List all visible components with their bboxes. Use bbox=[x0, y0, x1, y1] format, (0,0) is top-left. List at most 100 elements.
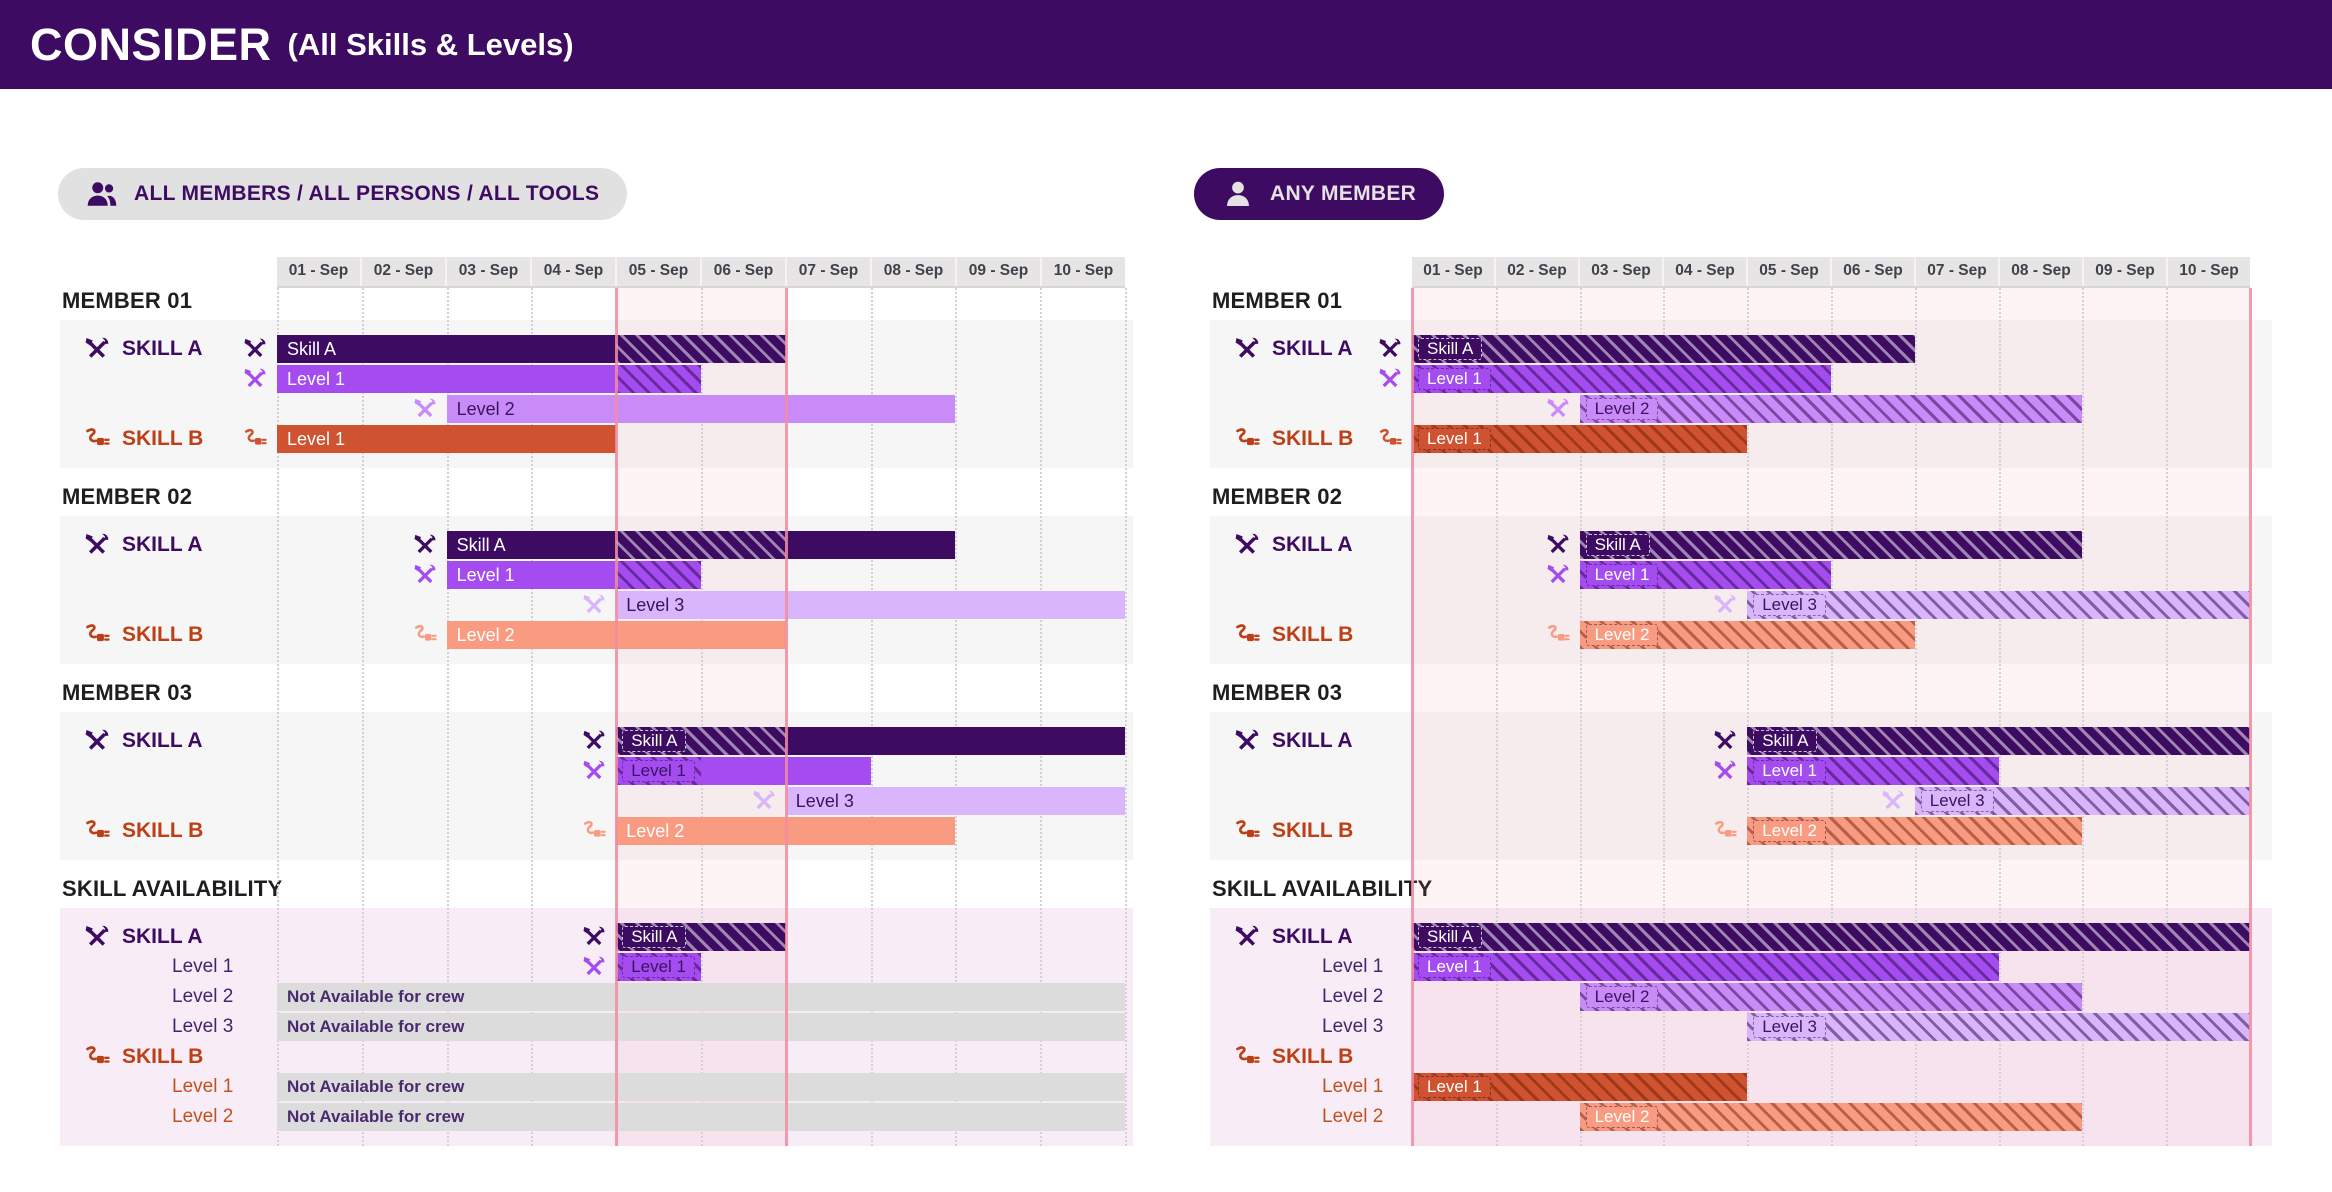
bar-label: Skill A bbox=[622, 730, 687, 752]
crossed-tools-icon bbox=[1378, 337, 1402, 361]
gantt-row: SKILL A Skill A bbox=[60, 530, 1133, 560]
plug-icon bbox=[1234, 426, 1260, 452]
gantt-bar[interactable]: Skill A bbox=[616, 923, 786, 951]
level-label: Level 1 bbox=[172, 956, 234, 977]
level-label: Level 3 bbox=[1322, 1016, 1384, 1037]
gantt-bar[interactable]: Level 1 bbox=[1412, 365, 1831, 393]
gantt-bar[interactable]: Level 3 bbox=[616, 591, 1125, 619]
highlight-line bbox=[1411, 288, 1414, 1146]
crossed-tools-icon bbox=[413, 563, 437, 587]
filter-all-members-button[interactable]: ALL MEMBERS / ALL PERSONS / ALL TOOLS bbox=[58, 168, 628, 220]
gantt-bar[interactable]: Skill A bbox=[446, 531, 956, 559]
crossed-tools-icon bbox=[582, 593, 606, 617]
day-header-cell: 02 - Sep bbox=[1494, 257, 1578, 286]
gantt-bar[interactable]: Level 1 bbox=[1747, 757, 1999, 785]
gantt-bar[interactable]: Level 2 bbox=[1579, 621, 1915, 649]
gantt-bar[interactable]: Skill A bbox=[1412, 923, 2250, 951]
gantt-row: SKILL A Skill A bbox=[60, 334, 1133, 364]
gantt-row: Level 1 Not Available for crew bbox=[60, 1072, 1133, 1102]
gantt-bar[interactable]: Level 2 bbox=[1747, 817, 2083, 845]
gantt-row: SKILL B bbox=[1210, 1042, 2272, 1072]
gantt-bar[interactable]: Skill A bbox=[616, 727, 1125, 755]
gantt-bar[interactable]: Level 2 bbox=[1579, 983, 2083, 1011]
section-title: MEMBER 02 bbox=[62, 484, 193, 509]
day-gridline bbox=[1998, 288, 2001, 1146]
gantt-bar[interactable]: Level 1 bbox=[1579, 561, 1831, 589]
page-subtitle: (All Skills & Levels) bbox=[287, 26, 574, 62]
gantt-bar[interactable]: Skill A bbox=[1579, 531, 2083, 559]
day-gridline bbox=[1914, 288, 1917, 1146]
gantt-bar[interactable]: Level 3 bbox=[1747, 1013, 2250, 1041]
skill-group-label: SKILL A bbox=[122, 925, 203, 948]
bar-label: Level 1 bbox=[287, 369, 346, 389]
gantt-row: Level 1 Level 1 bbox=[1210, 952, 2272, 982]
gantt-bar[interactable]: Level 2 bbox=[446, 395, 956, 423]
bar-label: Skill A bbox=[1418, 338, 1483, 360]
gantt-bar[interactable]: Level 3 bbox=[1914, 787, 2250, 815]
gantt-bar[interactable]: Level 1 bbox=[1412, 1073, 1748, 1101]
crossed-tools-icon bbox=[1546, 563, 1570, 587]
crossed-tools-icon bbox=[582, 759, 606, 783]
gantt-bar[interactable]: Level 1 bbox=[277, 365, 701, 393]
bar-label: Level 3 bbox=[1920, 790, 1994, 812]
gantt-bar[interactable]: Not Available for crew bbox=[277, 1103, 1125, 1131]
gantt-bar[interactable]: Level 1 bbox=[616, 757, 871, 785]
skill-group-label: SKILL B bbox=[1272, 427, 1354, 450]
gantt-bar[interactable]: Skill A bbox=[277, 335, 786, 363]
highlight-line bbox=[615, 288, 619, 1146]
gantt-row: Level 3 bbox=[60, 590, 1133, 620]
crossed-tools-icon bbox=[1234, 924, 1260, 950]
gantt-row: Level 3 bbox=[1210, 590, 2272, 620]
gantt-bar[interactable]: Not Available for crew bbox=[277, 983, 1125, 1011]
gantt-row: SKILL A Skill A bbox=[1210, 334, 2272, 364]
crossed-tools-icon bbox=[413, 533, 437, 557]
section-member: SKILL A Skill A Level 1 Level 3 SKILL B Level… bbox=[1210, 516, 2272, 664]
bar-label: Skill A bbox=[622, 926, 687, 948]
gantt-row: SKILL A Skill A bbox=[1210, 726, 2272, 756]
bar-label: Level 1 bbox=[1418, 956, 1491, 978]
gantt-panel-right: 01 - Sep 02 - Sep 03 - Sep 04 - Sep 05 - Sep… bbox=[1210, 257, 2272, 1146]
section-member: SKILL A Skill A Level 1 Level 2 SKILL B Level… bbox=[60, 320, 1133, 468]
gantt-bar[interactable]: Level 1 bbox=[446, 561, 701, 589]
skill-group-label: SKILL B bbox=[1272, 623, 1354, 646]
day-gridline bbox=[1579, 288, 1582, 1146]
crossed-tools-icon bbox=[413, 397, 437, 421]
crossed-tools-icon bbox=[582, 925, 606, 949]
section-member: SKILL A Skill A Level 1 Level 3 SKILL B Level… bbox=[1210, 712, 2272, 860]
gantt-bar[interactable]: Skill A bbox=[1747, 727, 2250, 755]
person-icon bbox=[1222, 178, 1254, 210]
gantt-bar[interactable]: Level 3 bbox=[785, 787, 1125, 815]
bar-label: Level 2 bbox=[1585, 624, 1659, 646]
gantt-bar[interactable]: Level 2 bbox=[1579, 395, 2083, 423]
gantt-bar[interactable]: Skill A bbox=[1412, 335, 1915, 363]
skill-group-label: SKILL B bbox=[1272, 819, 1354, 842]
gantt-bar[interactable]: Level 1 bbox=[616, 953, 701, 981]
filter-all-members-label: ALL MEMBERS / ALL PERSONS / ALL TOOLS bbox=[134, 182, 600, 205]
gantt-bar[interactable]: Not Available for crew bbox=[277, 1013, 1125, 1041]
gantt-bar[interactable]: Level 1 bbox=[1412, 425, 1748, 453]
crossed-tools-icon bbox=[1546, 533, 1570, 557]
gantt-bar[interactable]: Level 1 bbox=[277, 425, 617, 453]
hatch-pattern bbox=[616, 365, 701, 393]
skill-group-label: SKILL B bbox=[122, 819, 204, 842]
day-header-cell: 09 - Sep bbox=[955, 257, 1040, 286]
hatch-pattern bbox=[1747, 591, 2250, 619]
level-label: Level 2 bbox=[172, 1106, 234, 1127]
gantt-bar[interactable]: Not Available for crew bbox=[277, 1073, 1125, 1101]
section-title: SKILL AVAILABILITY bbox=[1212, 876, 1433, 901]
bar-label: Level 2 bbox=[456, 625, 515, 645]
level-label: Level 3 bbox=[172, 1016, 234, 1037]
filter-any-member-button[interactable]: ANY MEMBER bbox=[1194, 168, 1445, 220]
day-gridline bbox=[277, 288, 279, 1146]
gantt-bar[interactable]: Level 3 bbox=[1747, 591, 2250, 619]
gantt-bar[interactable]: Level 2 bbox=[1579, 1103, 2083, 1131]
bar-label: Skill A bbox=[1753, 730, 1818, 752]
plug-icon bbox=[1234, 818, 1260, 844]
crossed-tools-icon bbox=[1234, 532, 1260, 558]
day-header-cell: 07 - Sep bbox=[1914, 257, 1998, 286]
day-header-cell: 01 - Sep bbox=[288, 262, 349, 279]
day-gridline bbox=[2082, 288, 2085, 1146]
section-member: SKILL A Skill A Level 1 Level 3 SKILL B Level… bbox=[60, 516, 1133, 664]
crossed-tools-icon bbox=[84, 924, 110, 950]
gantt-bar[interactable]: Level 1 bbox=[1412, 953, 1999, 981]
